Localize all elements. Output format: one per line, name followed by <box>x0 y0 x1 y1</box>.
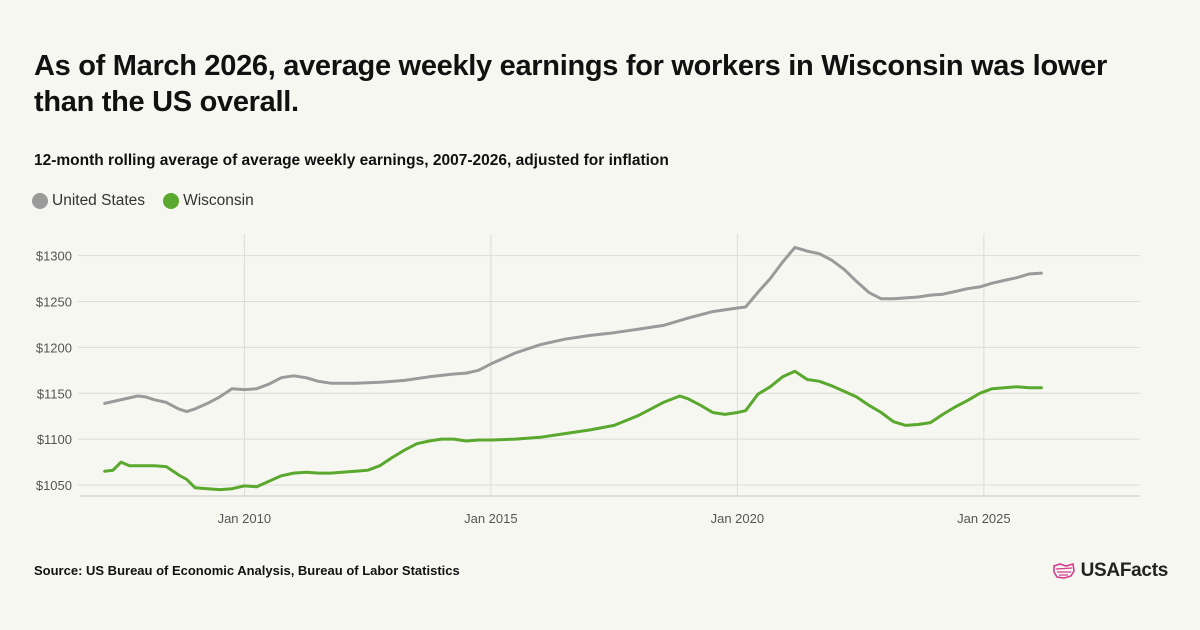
y-tick-label: $1050 <box>36 478 72 493</box>
us-map-flag-icon <box>1052 562 1075 579</box>
x-tick-label: Jan 2020 <box>711 511 765 526</box>
y-tick-label: $1100 <box>37 432 72 447</box>
legend-swatch-wisconsin <box>163 193 180 209</box>
legend-item-wisconsin: Wisconsin <box>163 192 254 210</box>
y-tick-label: $1250 <box>36 295 72 310</box>
chart-title: As of March 2026, average weekly earning… <box>34 50 1107 118</box>
y-tick-label: $1150 <box>37 386 72 401</box>
source-note: Source: US Bureau of Economic Analysis, … <box>34 563 460 578</box>
usafacts-logo: USAFacts <box>1052 560 1168 582</box>
y-tick-label: $1200 <box>36 340 72 355</box>
x-tick-label: Jan 2010 <box>218 511 272 526</box>
x-tick-label: Jan 2025 <box>957 511 1011 526</box>
legend-item-united-states: United States <box>32 192 145 210</box>
legend: United States Wisconsin <box>32 192 272 210</box>
series-line-wisconsin <box>103 369 1043 492</box>
x-tick-label: Jan 2015 <box>464 511 518 526</box>
logo-text: USAFacts <box>1080 560 1169 581</box>
y-tick-label: $1300 <box>36 249 72 264</box>
legend-label-wisconsin: Wisconsin <box>183 192 254 209</box>
series-line-united-states <box>103 245 1043 414</box>
chart-subtitle: 12-month rolling average of average week… <box>34 152 669 169</box>
line-chart: $1050 $1100 $1150 $1200 $1250 $1300 Jan 2010 Ja… <box>36 234 1140 526</box>
legend-swatch-united-states <box>32 193 48 209</box>
legend-label-united-states: United States <box>52 192 146 209</box>
